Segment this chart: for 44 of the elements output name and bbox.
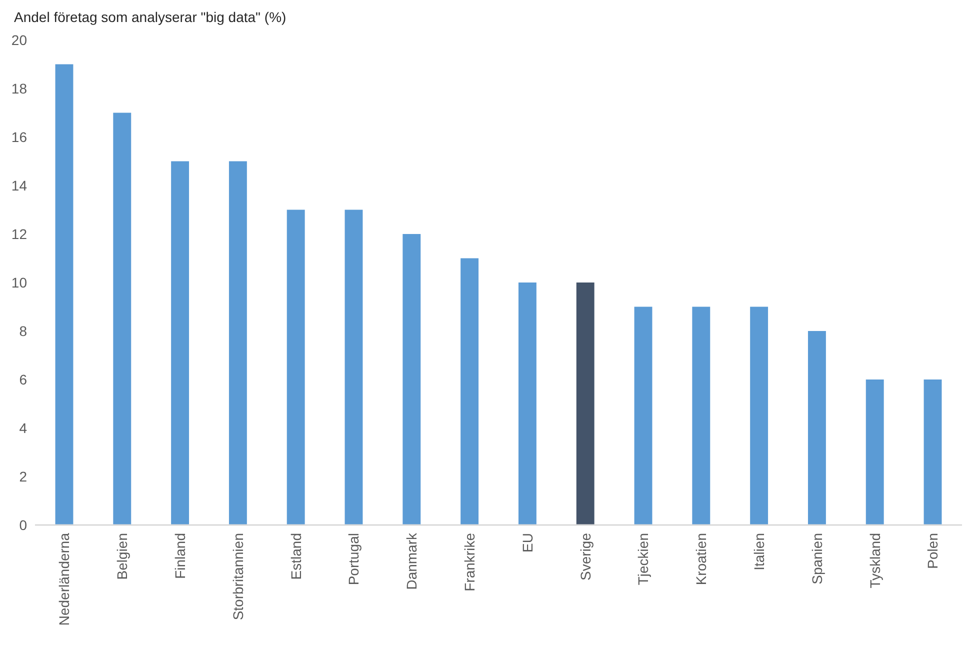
y-tick-label: 14 <box>11 177 28 194</box>
y-tick-label: 18 <box>11 80 28 96</box>
x-tick-label: Belgien <box>114 533 130 580</box>
x-tick-label: Sverige <box>577 532 594 580</box>
bar <box>55 64 74 525</box>
x-tick-label: Storbritannien <box>230 533 246 620</box>
y-tick-label: 8 <box>19 322 28 339</box>
y-axis-title: Andel företag som analyserar "big data" (%) <box>14 9 286 25</box>
bar <box>692 306 710 525</box>
x-tick-label: Danmark <box>404 532 420 590</box>
x-tick-label: Kroatien <box>693 533 710 586</box>
x-tick-label: Finland <box>172 533 188 579</box>
bar <box>460 258 479 525</box>
bar <box>808 331 826 525</box>
y-tick-label: 12 <box>11 226 28 242</box>
x-tick-label: Spanien <box>808 533 825 584</box>
x-tick-label: Nederländerna <box>56 532 72 626</box>
x-tick-label: Estland <box>288 533 304 580</box>
y-tick-label: 6 <box>19 371 28 388</box>
bar <box>171 161 190 525</box>
y-tick-label: 20 <box>11 32 28 48</box>
bar <box>402 234 421 525</box>
bar <box>924 380 942 525</box>
bar <box>634 306 652 525</box>
y-tick-label: 16 <box>11 128 28 145</box>
bar <box>286 210 305 525</box>
bar <box>344 210 363 525</box>
bar <box>750 306 768 525</box>
x-tick-label: Frankrike <box>461 532 478 592</box>
y-tick-label: 4 <box>19 420 28 436</box>
bar <box>576 282 594 525</box>
bar <box>518 282 536 525</box>
x-tick-label: Polen <box>924 533 941 569</box>
bar <box>866 380 884 525</box>
bar <box>228 161 247 525</box>
x-tick-label: Tjeckien <box>635 533 652 586</box>
x-tick-label: Italien <box>750 533 767 570</box>
y-tick-label: 0 <box>19 516 28 533</box>
x-tick-label: Portugal <box>346 533 362 586</box>
y-tick-label: 2 <box>19 468 28 484</box>
x-tick-label: EU <box>519 533 536 552</box>
y-tick-label: 10 <box>11 274 28 290</box>
x-tick-label: Tyskland <box>866 533 883 588</box>
bar <box>113 112 132 525</box>
